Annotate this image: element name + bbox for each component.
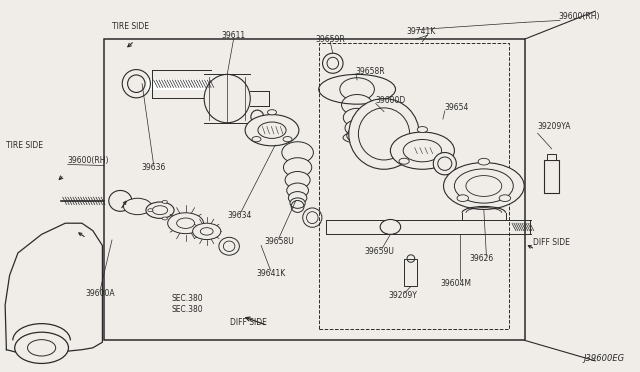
Circle shape bbox=[193, 223, 221, 240]
Circle shape bbox=[28, 340, 56, 356]
Text: 39636: 39636 bbox=[141, 163, 166, 172]
Circle shape bbox=[177, 218, 195, 228]
Text: J39600EG: J39600EG bbox=[583, 354, 624, 363]
Text: 39659U: 39659U bbox=[365, 247, 394, 256]
Circle shape bbox=[163, 201, 168, 203]
Circle shape bbox=[252, 137, 261, 142]
Circle shape bbox=[390, 132, 454, 169]
Ellipse shape bbox=[290, 198, 305, 208]
Circle shape bbox=[399, 158, 409, 164]
Circle shape bbox=[148, 209, 153, 212]
Circle shape bbox=[200, 228, 213, 235]
Text: 39654: 39654 bbox=[445, 103, 469, 112]
Ellipse shape bbox=[109, 190, 132, 211]
Text: 39634: 39634 bbox=[228, 211, 252, 220]
Text: TIRE SIDE: TIRE SIDE bbox=[6, 141, 44, 150]
Text: 39658U: 39658U bbox=[264, 237, 294, 246]
Bar bbox=[104, 39, 525, 340]
Text: 39600(RH): 39600(RH) bbox=[558, 12, 600, 21]
Ellipse shape bbox=[219, 237, 239, 255]
Circle shape bbox=[478, 158, 490, 165]
Text: 39600D: 39600D bbox=[376, 96, 406, 105]
Circle shape bbox=[124, 198, 152, 215]
Bar bbox=[547, 154, 556, 160]
Text: 39626: 39626 bbox=[469, 254, 493, 263]
Text: SEC.380: SEC.380 bbox=[172, 305, 204, 314]
Circle shape bbox=[457, 195, 468, 202]
Text: 39611: 39611 bbox=[221, 31, 246, 40]
Text: DIFF SIDE: DIFF SIDE bbox=[533, 238, 570, 247]
Bar bbox=[544, 160, 559, 193]
Bar bbox=[326, 220, 531, 234]
Text: 39641K: 39641K bbox=[256, 269, 285, 278]
Text: 39600(RH): 39600(RH) bbox=[67, 156, 109, 165]
Text: TIRE SIDE: TIRE SIDE bbox=[112, 22, 149, 31]
Ellipse shape bbox=[380, 219, 401, 234]
Bar bbox=[319, 43, 509, 329]
Circle shape bbox=[152, 206, 168, 215]
Ellipse shape bbox=[340, 78, 374, 101]
Circle shape bbox=[15, 332, 68, 363]
Ellipse shape bbox=[287, 183, 308, 198]
Text: 39209Y: 39209Y bbox=[388, 291, 418, 300]
Circle shape bbox=[163, 217, 168, 220]
Circle shape bbox=[499, 195, 511, 202]
Circle shape bbox=[403, 140, 442, 162]
Circle shape bbox=[283, 137, 292, 142]
Circle shape bbox=[436, 158, 446, 164]
Circle shape bbox=[268, 110, 276, 115]
Ellipse shape bbox=[204, 74, 250, 123]
Circle shape bbox=[466, 176, 502, 196]
Ellipse shape bbox=[285, 171, 310, 189]
Text: 39659R: 39659R bbox=[316, 35, 345, 44]
Text: DIFF SIDE: DIFF SIDE bbox=[230, 318, 267, 327]
Circle shape bbox=[258, 122, 286, 138]
Ellipse shape bbox=[282, 142, 314, 163]
Ellipse shape bbox=[343, 108, 371, 127]
Text: 39600A: 39600A bbox=[85, 289, 115, 298]
Ellipse shape bbox=[289, 192, 307, 204]
Bar bbox=[404, 259, 417, 286]
Ellipse shape bbox=[342, 94, 372, 115]
Circle shape bbox=[245, 115, 299, 146]
Circle shape bbox=[146, 202, 174, 218]
Circle shape bbox=[444, 163, 524, 209]
Ellipse shape bbox=[349, 99, 419, 169]
Ellipse shape bbox=[347, 128, 367, 142]
Circle shape bbox=[454, 169, 513, 203]
Circle shape bbox=[168, 213, 204, 234]
Text: SEC.380: SEC.380 bbox=[172, 294, 204, 303]
Ellipse shape bbox=[345, 120, 369, 136]
Circle shape bbox=[417, 126, 428, 132]
Ellipse shape bbox=[433, 153, 456, 175]
Text: 39658R: 39658R bbox=[356, 67, 385, 76]
Text: 39604M: 39604M bbox=[440, 279, 471, 288]
Ellipse shape bbox=[284, 158, 312, 177]
Text: 39209YA: 39209YA bbox=[538, 122, 571, 131]
Text: 39741K: 39741K bbox=[406, 27, 436, 36]
